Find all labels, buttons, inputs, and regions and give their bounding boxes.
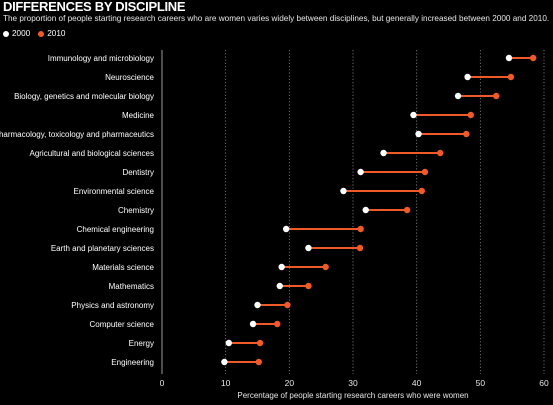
point-2000 <box>410 111 417 119</box>
category-label: Biology, genetics and molecular biology <box>14 92 154 101</box>
point-2010 <box>403 206 411 214</box>
point-2010 <box>507 73 515 81</box>
x-axis-label: Percentage of people starting research c… <box>237 391 469 400</box>
category-label: Engineering <box>111 358 154 367</box>
x-tick-label-0: 0 <box>160 378 165 388</box>
point-2000 <box>454 92 462 100</box>
category-label: Chemistry <box>118 206 154 215</box>
category-label: Immunology and microbiology <box>48 54 154 63</box>
x-tick-label-20: 20 <box>285 378 295 388</box>
point-2000 <box>276 282 283 290</box>
category-label: Materials science <box>92 263 154 272</box>
point-2000 <box>225 339 233 347</box>
grid-layer <box>161 50 545 374</box>
point-2000 <box>380 149 387 157</box>
point-2000 <box>505 54 513 62</box>
point-2000 <box>340 187 347 195</box>
point-2000 <box>249 320 257 328</box>
point-2000 <box>254 301 261 309</box>
legend-swatch-2000 <box>3 31 9 37</box>
point-2000 <box>305 244 312 252</box>
category-label: Agricultural and biological sciences <box>29 149 154 158</box>
point-2010 <box>284 301 291 309</box>
point-2010 <box>356 244 364 252</box>
point-2000 <box>278 263 285 271</box>
point-2010 <box>529 54 537 62</box>
category-label: Dentistry <box>122 168 154 177</box>
point-2010 <box>418 187 425 195</box>
point-2010 <box>421 168 429 176</box>
category-label: Neuroscience <box>105 73 154 82</box>
legend-swatch-2010 <box>38 31 45 37</box>
point-2010 <box>463 130 470 138</box>
legend: 2000 2010 <box>3 29 65 39</box>
x-tick-label-30: 30 <box>348 378 358 388</box>
point-2010 <box>274 320 281 328</box>
point-2000 <box>415 130 422 138</box>
category-label: Physics and astronomy <box>71 301 154 310</box>
point-2000 <box>464 73 471 81</box>
point-2000 <box>357 168 364 176</box>
category-label: Chemical engineering <box>77 225 154 234</box>
category-label-layer: Immunology and microbiology Neuroscience B… <box>0 54 155 367</box>
point-2010 <box>322 263 329 271</box>
x-tick-label-60: 60 <box>539 378 549 388</box>
x-tick-label-50: 50 <box>476 378 486 388</box>
point-2000 <box>282 225 290 233</box>
legend-label-2010: 2010 <box>47 29 66 38</box>
point-2000 <box>221 358 228 366</box>
category-label: Computer science <box>90 320 155 329</box>
category-label: Medicine <box>122 111 155 120</box>
chart-subtitle: The proportion of people starting resear… <box>3 14 550 23</box>
legend-item-2010: 2010 <box>38 29 65 39</box>
point-2010 <box>256 339 264 347</box>
point-2010 <box>493 92 500 100</box>
x-tick-label-40: 40 <box>412 378 422 388</box>
category-label: Mathematics <box>109 282 154 291</box>
category-label: Environmental science <box>74 187 155 196</box>
point-2010 <box>437 149 444 157</box>
category-label: Earth and planetary sciences <box>51 244 154 253</box>
point-2010 <box>305 282 312 290</box>
category-label: Pharmacology, toxicology and pharmaceuti… <box>0 130 154 139</box>
point-2010 <box>467 111 474 119</box>
axis-layer: 0 10 20 30 40 50 60 <box>160 378 549 388</box>
category-label: Energy <box>129 339 154 348</box>
legend-item-2000: 2000 <box>3 29 30 39</box>
mark-layer <box>221 54 537 366</box>
point-2010 <box>255 358 262 366</box>
point-2010 <box>357 225 364 233</box>
x-tick-label-10: 10 <box>221 378 231 388</box>
legend-label-2000: 2000 <box>12 29 31 38</box>
point-2000 <box>362 206 369 214</box>
chart-title: DIFFERENCES BY DISCIPLINE <box>3 0 186 14</box>
